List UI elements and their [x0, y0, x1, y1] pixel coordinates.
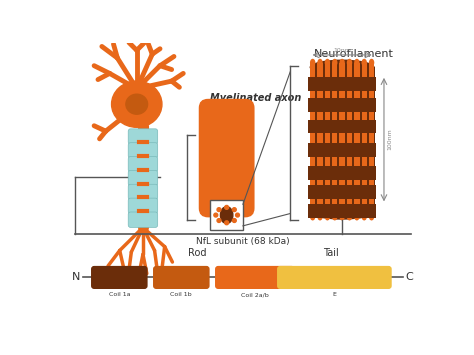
Bar [332, 62, 337, 217]
Bar [325, 62, 330, 217]
Ellipse shape [310, 204, 374, 220]
Ellipse shape [347, 213, 352, 220]
FancyBboxPatch shape [199, 99, 255, 217]
Ellipse shape [369, 59, 374, 66]
Ellipse shape [362, 59, 367, 66]
FancyBboxPatch shape [128, 212, 158, 228]
Ellipse shape [332, 59, 337, 66]
Bar [308, 143, 376, 157]
Text: Coil 1b: Coil 1b [171, 292, 192, 297]
Bar [210, 201, 243, 230]
Bar [310, 67, 374, 212]
Text: 10nm: 10nm [333, 48, 351, 53]
Ellipse shape [126, 94, 147, 114]
Ellipse shape [317, 213, 323, 220]
Bar [308, 77, 376, 91]
Ellipse shape [325, 59, 330, 66]
Bar [310, 62, 315, 217]
FancyBboxPatch shape [128, 170, 158, 186]
Circle shape [214, 213, 218, 217]
FancyBboxPatch shape [128, 184, 158, 200]
Ellipse shape [310, 60, 374, 75]
Text: Coil 1a: Coil 1a [109, 292, 130, 297]
Ellipse shape [339, 213, 345, 220]
FancyBboxPatch shape [215, 266, 295, 289]
Circle shape [225, 206, 228, 209]
Bar [317, 62, 323, 217]
Text: N: N [72, 272, 81, 283]
Ellipse shape [325, 213, 330, 220]
Ellipse shape [220, 207, 233, 224]
Ellipse shape [332, 213, 337, 220]
Ellipse shape [369, 213, 374, 220]
Bar [369, 62, 374, 217]
FancyBboxPatch shape [128, 157, 158, 172]
Text: Coil 2a/b: Coil 2a/b [241, 292, 269, 297]
Bar [362, 62, 367, 217]
Circle shape [232, 208, 236, 212]
Circle shape [236, 213, 239, 217]
Bar [308, 98, 376, 112]
Circle shape [217, 208, 221, 212]
Bar [308, 120, 376, 133]
FancyBboxPatch shape [128, 129, 158, 144]
Bar [308, 204, 376, 218]
FancyBboxPatch shape [277, 266, 392, 289]
FancyBboxPatch shape [128, 143, 158, 158]
Text: Myelinated axon: Myelinated axon [210, 93, 302, 103]
Text: E: E [332, 292, 337, 297]
FancyBboxPatch shape [91, 266, 147, 289]
Bar [308, 185, 376, 199]
Ellipse shape [111, 81, 162, 127]
Ellipse shape [354, 213, 360, 220]
Ellipse shape [310, 59, 315, 66]
Circle shape [232, 219, 236, 223]
FancyBboxPatch shape [153, 266, 210, 289]
Ellipse shape [362, 213, 367, 220]
Text: NfL subunit (68 kDa): NfL subunit (68 kDa) [196, 237, 290, 246]
Ellipse shape [347, 59, 352, 66]
Ellipse shape [354, 59, 360, 66]
Bar [339, 62, 345, 217]
Circle shape [225, 221, 228, 225]
Bar [308, 166, 376, 180]
Text: 100nm: 100nm [387, 129, 392, 151]
Bar [354, 62, 360, 217]
FancyBboxPatch shape [128, 198, 158, 214]
Ellipse shape [310, 213, 315, 220]
Circle shape [217, 219, 221, 223]
Text: Tail: Tail [323, 248, 338, 258]
Ellipse shape [339, 59, 345, 66]
Text: Rod: Rod [188, 248, 207, 258]
Ellipse shape [317, 59, 323, 66]
Text: Neurofilament: Neurofilament [314, 49, 394, 59]
Text: C: C [406, 272, 413, 283]
Bar [347, 62, 352, 217]
